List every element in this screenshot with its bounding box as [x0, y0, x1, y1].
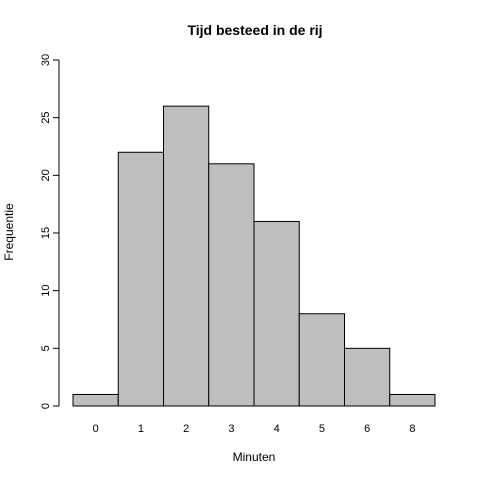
y-tick-label: 0 — [40, 403, 52, 409]
x-tick-label: 2 — [183, 423, 189, 435]
bar — [117, 151, 164, 407]
x-tick-label: 6 — [364, 423, 370, 435]
x-tick-label: 0 — [93, 423, 99, 435]
bar — [344, 347, 391, 407]
y-tick-label: 25 — [40, 112, 52, 124]
bar — [163, 105, 210, 407]
bar — [72, 393, 119, 407]
x-tick-label: 5 — [319, 423, 325, 435]
x-tick-label: 3 — [228, 423, 234, 435]
y-axis-label: Frequentie — [2, 203, 16, 261]
bar — [298, 313, 345, 407]
x-tick-labels: 0 1 2 3 4 5 6 8 — [93, 423, 416, 435]
bars-group — [72, 105, 436, 407]
y-axis: 0 5 10 15 20 25 30 — [40, 54, 60, 409]
y-tick-label: 5 — [40, 345, 52, 351]
bar — [208, 163, 255, 407]
x-tick-label: 4 — [274, 423, 280, 435]
y-tick-label: 30 — [40, 54, 52, 66]
bar — [253, 220, 300, 407]
y-tick-label: 10 — [40, 285, 52, 297]
y-tick-label: 20 — [40, 169, 52, 181]
chart-title: Tijd besteed in de rij — [187, 22, 322, 38]
bar — [389, 393, 436, 407]
x-tick-label: 8 — [409, 423, 415, 435]
y-tick-label: 15 — [40, 227, 52, 239]
x-tick-label: 1 — [138, 423, 144, 435]
x-axis-label: Minuten — [233, 450, 276, 464]
